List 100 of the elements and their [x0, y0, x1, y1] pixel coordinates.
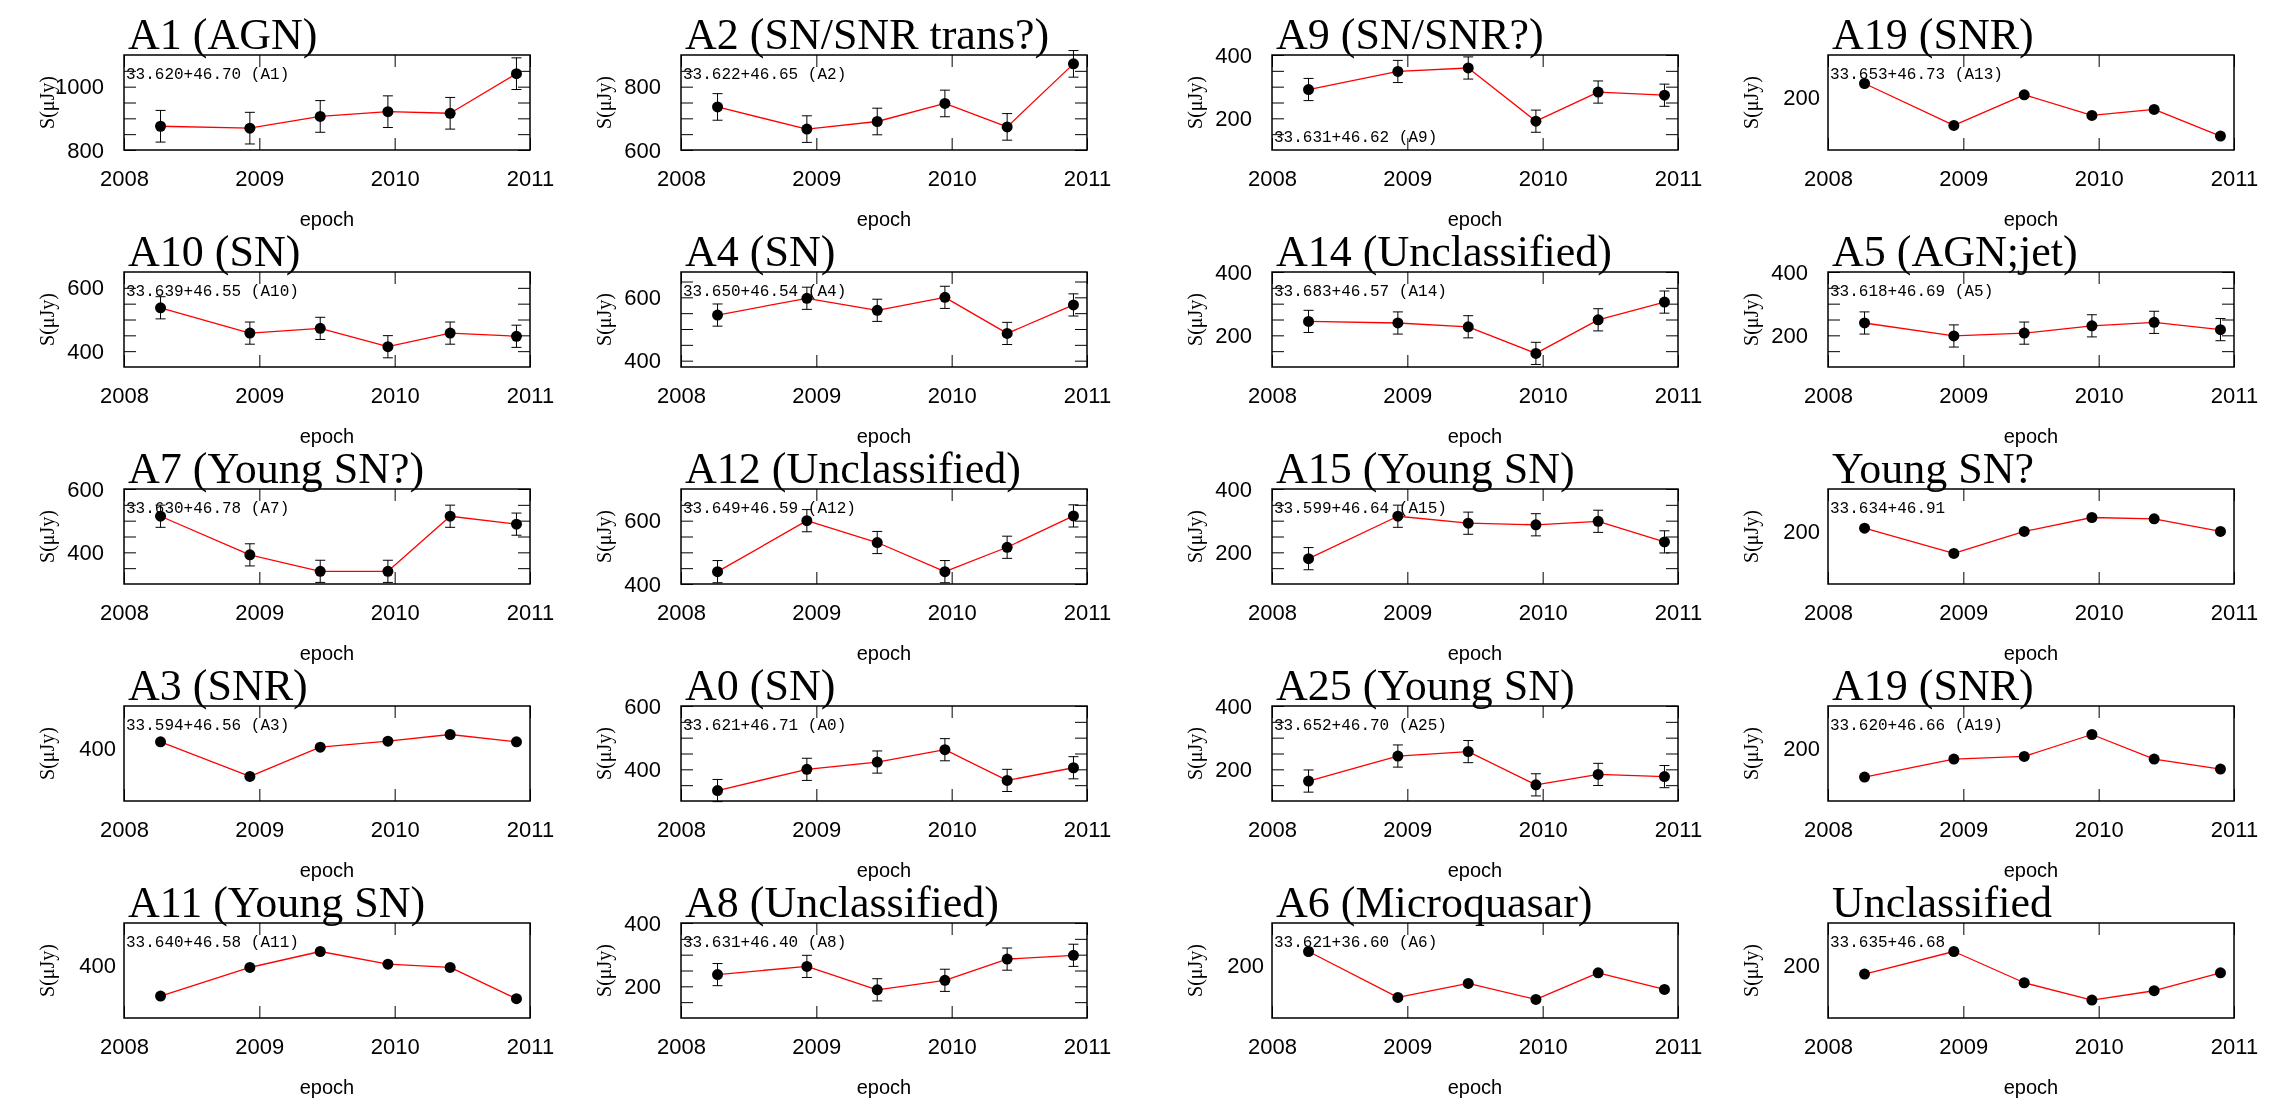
x-tick-label: 2010 [370, 382, 420, 408]
chart-title: A3 (SNR) [128, 661, 308, 710]
y-tick-label: 600 [624, 508, 661, 534]
x-tick-label: 2009 [1383, 599, 1433, 625]
x-tick-label: 2009 [1383, 165, 1433, 191]
x-tick-label: 2011 [506, 382, 555, 408]
y-axis-title: S(μJy) [1740, 76, 1763, 129]
x-tick-label: 2011 [2210, 816, 2259, 842]
y-tick-label: 400 [67, 338, 104, 364]
x-tick-label: 2008 [1804, 599, 1853, 625]
x-axis-title: epoch [299, 859, 355, 881]
x-tick-label: 2010 [927, 165, 977, 191]
x-tick-label: 2010 [2074, 165, 2124, 191]
y-axis-title: S(μJy) [1740, 293, 1763, 346]
y-axis-title: S(μJy) [1184, 944, 1207, 997]
y-tick-label: 600 [67, 275, 104, 301]
x-tick-label: 2011 [506, 1033, 555, 1059]
x-tick-label: 2008 [657, 816, 706, 842]
x-tick-label: 2008 [100, 599, 149, 625]
x-tick-label: 2009 [1383, 382, 1433, 408]
y-tick-label: 400 [1215, 42, 1252, 68]
x-tick-label: 2009 [792, 816, 842, 842]
x-tick-label: 2010 [2074, 599, 2124, 625]
x-axis-title: epoch [2003, 642, 2059, 664]
x-tick-label: 2010 [927, 1033, 977, 1059]
x-tick-label: 2008 [1804, 1033, 1853, 1059]
x-tick-label: 2011 [506, 599, 555, 625]
x-tick-label: 2010 [1518, 382, 1568, 408]
y-axis-title: S(μJy) [593, 76, 616, 129]
x-axis-title: epoch [1447, 1076, 1503, 1098]
x-tick-label: 2011 [2210, 1033, 2259, 1059]
y-tick-label: 800 [67, 137, 104, 163]
x-axis-title: epoch [299, 642, 355, 664]
x-tick-label: 2010 [927, 599, 977, 625]
x-axis-title: epoch [299, 1076, 355, 1098]
x-tick-label: 2009 [1939, 382, 1989, 408]
x-tick-label: 2009 [792, 165, 842, 191]
x-axis-title: epoch [856, 208, 912, 230]
x-tick-label: 2008 [657, 1033, 706, 1059]
y-tick-label: 400 [1215, 693, 1252, 719]
x-axis-title: epoch [1447, 208, 1503, 230]
x-tick-label: 2009 [1383, 816, 1433, 842]
x-tick-label: 2008 [100, 165, 149, 191]
annotation: 33.652+46.70 (A25) [1274, 717, 1447, 735]
x-tick-label: 2009 [792, 1033, 842, 1059]
x-tick-label: 2010 [370, 599, 420, 625]
x-axis-title: epoch [2003, 425, 2059, 447]
x-tick-label: 2008 [1248, 599, 1297, 625]
annotation: 33.635+46.68 [1830, 934, 1946, 952]
x-tick-label: 2010 [1518, 1033, 1568, 1059]
y-tick-label: 600 [624, 284, 661, 310]
x-tick-label: 2008 [100, 382, 149, 408]
annotation: 33.650+46.54 (A4) [683, 283, 847, 301]
x-tick-label: 2008 [1248, 816, 1297, 842]
y-tick-label: 600 [624, 693, 661, 719]
x-tick-label: 2008 [657, 382, 706, 408]
x-tick-label: 2009 [1939, 599, 1989, 625]
x-tick-label: 2010 [2074, 1033, 2124, 1059]
y-axis-title: S(μJy) [1740, 510, 1763, 563]
annotation: 33.621+36.60 (A6) [1274, 934, 1438, 952]
x-axis-title: epoch [299, 425, 355, 447]
x-tick-label: 2011 [1063, 816, 1112, 842]
chart-title: A1 (AGN) [128, 10, 318, 59]
x-tick-label: 2011 [1654, 165, 1703, 191]
annotation: 33.631+46.40 (A8) [683, 934, 847, 952]
y-tick-label: 400 [624, 571, 661, 597]
annotation: 33.618+46.69 (A5) [1830, 283, 1994, 301]
annotation: 33.639+46.55 (A10) [126, 283, 299, 301]
x-tick-label: 2008 [100, 1033, 149, 1059]
x-axis-title: epoch [856, 425, 912, 447]
y-axis-title: S(μJy) [36, 944, 59, 997]
annotation: 33.620+46.70 (A1) [126, 66, 290, 84]
y-tick-label: 200 [1215, 105, 1252, 131]
y-tick-label: 400 [1215, 476, 1252, 502]
x-tick-label: 2010 [1518, 165, 1568, 191]
x-tick-label: 2009 [1939, 1033, 1989, 1059]
x-axis-title: epoch [2003, 859, 2059, 881]
x-tick-label: 2009 [1939, 165, 1989, 191]
y-axis-title: S(μJy) [36, 510, 59, 563]
x-tick-label: 2011 [1654, 599, 1703, 625]
y-axis-title: S(μJy) [1184, 293, 1207, 346]
x-tick-label: 2010 [2074, 816, 2124, 842]
x-tick-label: 2008 [100, 816, 149, 842]
x-tick-label: 2009 [235, 165, 285, 191]
x-tick-label: 2010 [1518, 599, 1568, 625]
x-tick-label: 2011 [1063, 599, 1112, 625]
x-tick-label: 2011 [1063, 1033, 1112, 1059]
x-tick-label: 2008 [1804, 816, 1853, 842]
y-axis-title: S(μJy) [593, 727, 616, 780]
y-tick-label: 800 [624, 74, 661, 100]
chart-title: A10 (SN) [128, 227, 301, 276]
x-axis-title: epoch [1447, 642, 1503, 664]
y-tick-label: 400 [624, 348, 661, 374]
annotation: 33.640+46.58 (A11) [126, 934, 299, 952]
x-tick-label: 2010 [370, 816, 420, 842]
x-tick-label: 2008 [1804, 165, 1853, 191]
chart-title: A4 (SN) [685, 227, 836, 276]
x-tick-label: 2008 [1248, 165, 1297, 191]
x-tick-label: 2008 [1248, 1033, 1297, 1059]
x-tick-label: 2010 [927, 382, 977, 408]
